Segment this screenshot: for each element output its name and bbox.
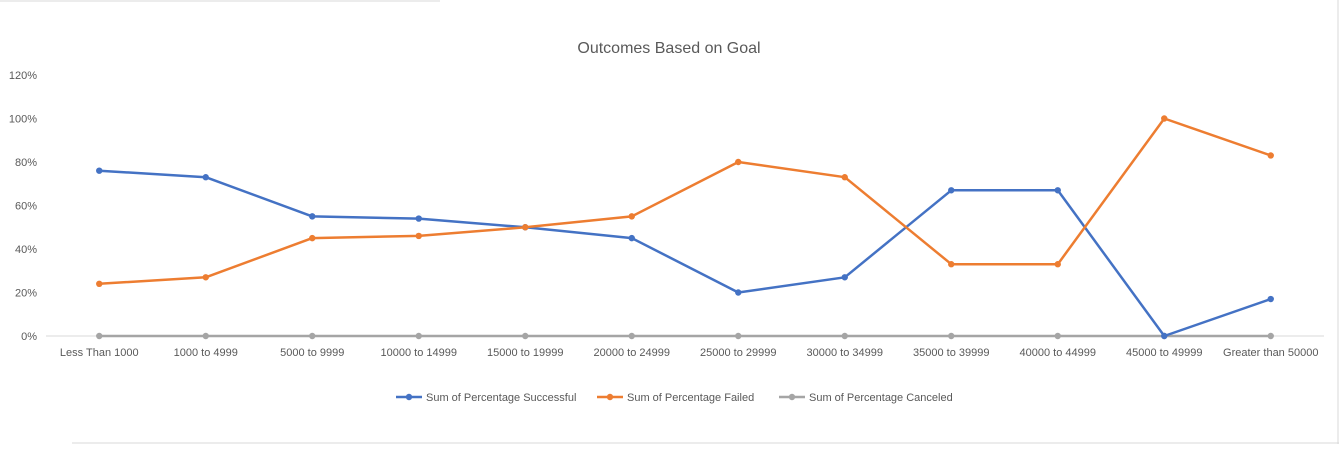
data-point xyxy=(628,234,635,242)
x-tick-label: 25000 to 29999 xyxy=(700,347,776,359)
legend: Sum of Percentage Successful Sum of Perce… xyxy=(396,392,953,404)
data-point xyxy=(202,332,209,340)
data-point xyxy=(1054,187,1061,194)
data-point xyxy=(202,274,209,281)
data-point xyxy=(1054,261,1061,268)
data-point xyxy=(735,158,742,166)
x-tick-label: 35000 to 39999 xyxy=(913,347,989,359)
legend-label: Sum of Percentage Canceled xyxy=(809,392,953,404)
data-point xyxy=(1267,332,1274,340)
data-point xyxy=(96,280,103,287)
data-point xyxy=(1161,332,1168,340)
x-tick-label: 40000 to 44999 xyxy=(1020,347,1096,359)
chart-title: Outcomes Based on Goal xyxy=(577,40,760,57)
data-point xyxy=(948,261,955,268)
legend-item: Sum of Percentage Canceled xyxy=(779,392,953,404)
data-point xyxy=(415,332,422,340)
legend-swatch-marker xyxy=(405,393,413,401)
x-tick-label: 20000 to 24999 xyxy=(594,347,670,359)
x-tick-label: 5000 to 9999 xyxy=(280,347,344,359)
data-point xyxy=(202,174,209,181)
series-2 xyxy=(96,332,1274,340)
x-tick-label: Greater than 50000 xyxy=(1223,347,1318,359)
y-tick-label: 20% xyxy=(15,288,37,300)
legend-label: Sum of Percentage Successful xyxy=(426,392,576,404)
data-point xyxy=(522,224,529,231)
legend-label: Sum of Percentage Failed xyxy=(627,392,754,404)
data-point xyxy=(415,232,422,240)
data-point xyxy=(948,332,955,340)
data-point xyxy=(1161,115,1168,122)
axes: 0% 20% 40% 60% 80% 100% 120% Less Than 1000 1000… xyxy=(9,70,1324,359)
data-point xyxy=(309,213,316,220)
data-point xyxy=(628,213,635,220)
data-point xyxy=(522,332,529,340)
y-tick-label: 0% xyxy=(21,331,37,343)
series-line xyxy=(98,169,1273,338)
legend-swatch-marker xyxy=(788,393,796,401)
data-point xyxy=(309,234,316,242)
y-tick-label: 60% xyxy=(15,201,37,213)
series-line xyxy=(98,117,1273,286)
data-point xyxy=(628,332,635,340)
data-point xyxy=(1054,332,1061,340)
y-tick-label: 120% xyxy=(9,70,37,82)
x-tick-label: 30000 to 34999 xyxy=(807,347,883,359)
series-0 xyxy=(96,167,1274,340)
data-point xyxy=(309,332,316,340)
data-point xyxy=(735,289,742,296)
data-point xyxy=(96,167,103,174)
y-tick-label: 40% xyxy=(15,244,37,256)
data-point xyxy=(841,174,848,181)
x-tick-label: Less Than 1000 xyxy=(60,347,139,359)
x-tick-label: 15000 to 19999 xyxy=(487,347,563,359)
legend-item: Sum of Percentage Successful xyxy=(396,392,576,404)
series-1 xyxy=(96,115,1274,287)
x-tick-label: 1000 to 4999 xyxy=(174,347,238,359)
data-point xyxy=(1267,152,1274,159)
legend-swatch-marker xyxy=(606,393,614,401)
y-tick-label: 80% xyxy=(15,157,37,169)
y-tick-label: 100% xyxy=(9,114,37,126)
data-point xyxy=(1267,295,1274,303)
series-layer xyxy=(96,115,1274,340)
x-tick-label: 10000 to 14999 xyxy=(381,347,457,359)
data-point xyxy=(841,274,848,281)
x-tick-label: 45000 to 49999 xyxy=(1126,347,1202,359)
data-point xyxy=(735,332,742,340)
data-point xyxy=(948,187,955,194)
data-point xyxy=(415,215,422,222)
data-point xyxy=(96,332,103,340)
data-point xyxy=(841,332,848,340)
legend-item: Sum of Percentage Failed xyxy=(597,392,754,404)
